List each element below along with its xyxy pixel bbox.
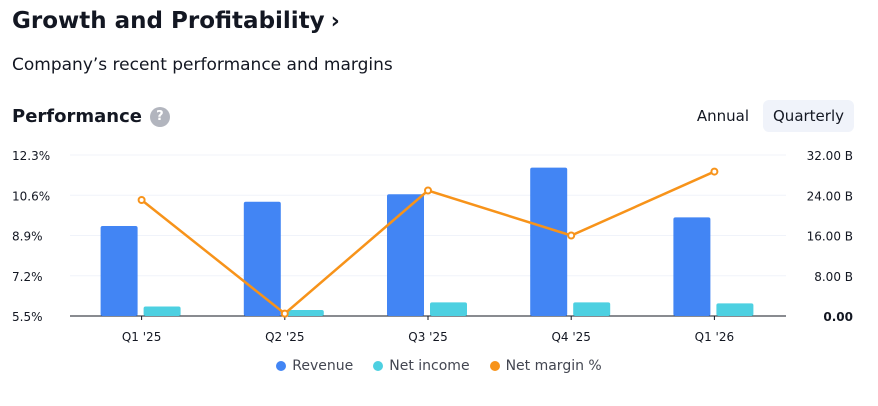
right-tick-label: 8.00 B [814,270,853,284]
net-margin-point [137,195,146,204]
net-margin-point [280,309,289,318]
revenue-bar [100,225,138,316]
x-tick-label: Q1 '26 [695,330,734,344]
net-income-bar [430,302,467,316]
section-subtitle: Company’s recent performance and margins [12,55,393,75]
x-tick-label: Q3 '25 [408,330,447,344]
net-income-dot-icon [373,361,384,371]
annual-button[interactable]: Annual [696,107,749,125]
x-tick-label: Q2 '25 [265,330,304,344]
revenue-bar [673,217,711,316]
chevron-right-icon: › [330,8,340,34]
section-title-text: Growth and Profitability [12,8,325,34]
revenue-bar [243,201,281,316]
right-tick-label: 0.00 [823,310,853,324]
net-margin-point [567,231,576,240]
performance-label: Performance [12,106,142,127]
legend-net-margin[interactable]: Net margin % [489,358,602,374]
net-margin-dot-icon [489,361,500,371]
chart-legend: Revenue Net income Net margin % [0,358,878,374]
right-tick-label: 32.00 B [807,149,853,163]
help-icon[interactable]: ? [149,106,170,127]
net-margin-point [710,167,719,176]
net-income-bar [573,302,611,316]
right-tick-label: 16.00 B [807,230,853,244]
revenue-dot-icon [276,361,287,371]
net-income-bar [286,309,324,316]
section-title[interactable]: Growth and Profitability › [12,8,340,34]
legend-net-margin-label: Net margin % [505,358,602,374]
right-tick-label: 24.00 B [807,189,853,203]
left-tick-label: 5.5% [12,310,43,324]
legend-net-income-label: Net income [389,358,470,374]
net-income-bar [716,303,754,316]
left-tick-label: 12.3% [12,149,50,163]
x-tick-label: Q4 '25 [551,330,590,344]
performance-heading: Performance ? [12,106,170,127]
left-tick-label: 7.2% [12,270,43,284]
revenue-bar [530,167,568,316]
revenue-bar [387,194,424,316]
net-margin-point [424,186,432,195]
left-tick-label: 8.9% [12,230,43,244]
left-tick-label: 10.6% [12,189,50,203]
legend-net-income[interactable]: Net income [373,358,470,374]
net-income-bar [143,306,181,316]
legend-revenue[interactable]: Revenue [276,358,353,374]
performance-chart: 12.3% 32.00 B 10.6% 24.00 B 8.9% 16.00 B 7.2% 8… [12,149,853,344]
x-tick-label: Q1 '25 [122,330,161,344]
period-toggle: Annual Quarterly [687,100,854,132]
quarterly-button[interactable]: Quarterly [763,100,854,132]
legend-revenue-label: Revenue [292,358,354,374]
